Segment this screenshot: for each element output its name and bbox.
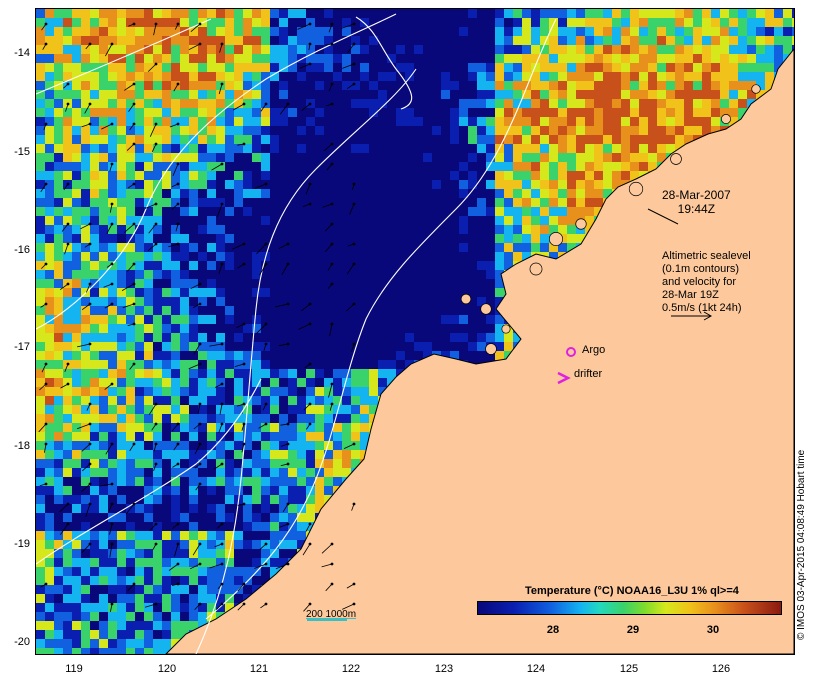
observation-datetime: 28-Mar-2007 19:44Z — [662, 188, 731, 216]
altimetry-line: (0.1m contours) — [662, 263, 740, 275]
sst-map[interactable] — [35, 8, 795, 655]
temperature-colorbar — [477, 601, 782, 615]
altimetry-legend: Altimetric sealevel (0.1m contours) and … — [662, 250, 751, 315]
altimetry-line: 0.5m/s (1kt 24h) — [662, 302, 742, 314]
credit-line: © IMOS 03-Apr-2015 04:08:49 Hobart time — [796, 449, 807, 640]
lat-label: -15 — [14, 146, 30, 158]
lat-label: -17 — [14, 341, 30, 353]
colorbar-tick: 29 — [626, 624, 640, 636]
drifter-label: drifter — [574, 368, 603, 380]
colorbar-tick: 28 — [546, 624, 560, 636]
lon-label: 119 — [65, 663, 83, 675]
lon-label: 120 — [157, 663, 177, 675]
lat-label: -20 — [14, 636, 30, 648]
sst-map-canvas — [36, 9, 794, 654]
altimetry-line: Altimetric sealevel — [662, 250, 751, 262]
lon-label: 124 — [526, 663, 546, 675]
drifter-marker[interactable] — [557, 371, 571, 385]
lon-label: 123 — [434, 663, 454, 675]
observation-date: 28-Mar-2007 — [662, 188, 731, 202]
lon-label: 125 — [619, 663, 639, 675]
velocity-vectors — [38, 22, 356, 612]
altimetry-line: and velocity for — [662, 276, 736, 288]
lat-label: -16 — [14, 244, 30, 256]
argo-float-marker[interactable] — [566, 347, 576, 357]
date-pointer-line — [647, 208, 679, 225]
land-mass — [165, 48, 794, 654]
lat-label: -14 — [14, 47, 30, 59]
observation-time: 19:44Z — [677, 202, 716, 216]
colorbar-tick: 30 — [706, 624, 720, 636]
colorbar-title: Temperature (°C) NOAA16_L3U 1% ql>=4 — [525, 585, 739, 597]
argo-label: Argo — [582, 344, 606, 356]
lat-label: -19 — [14, 538, 30, 550]
lon-label: 126 — [711, 663, 731, 675]
altimetry-line: 28-Mar 19Z — [662, 289, 719, 301]
sealevel-contours — [36, 13, 557, 654]
lon-label: 122 — [341, 663, 361, 675]
island-group — [460, 84, 761, 355]
lat-label: -18 — [14, 440, 30, 452]
isobath-label: 200 1000m — [306, 609, 357, 620]
lon-label: 121 — [249, 663, 269, 675]
